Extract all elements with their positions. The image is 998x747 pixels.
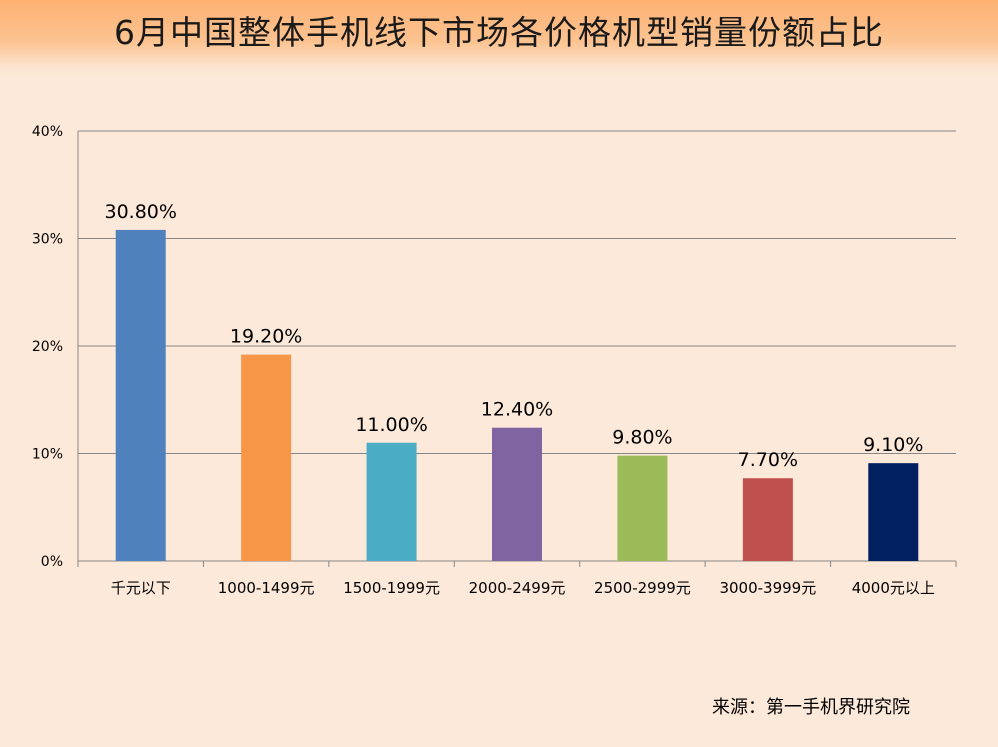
y-tick-label: 30% (32, 232, 63, 248)
category-label: 3000-3999元 (719, 579, 816, 597)
category-label: 1500-1999元 (343, 579, 440, 597)
bar (241, 354, 292, 561)
category-label: 2000-2499元 (469, 579, 566, 597)
bar (742, 478, 793, 561)
title-band (0, 0, 998, 76)
chart-title: 6月中国整体手机线下市场各价格机型销量份额占比 (114, 13, 884, 52)
category-label: 1000-1499元 (218, 579, 315, 597)
source-note: 来源：第一手机界研究院 (712, 697, 910, 718)
y-tick-label: 0% (41, 554, 63, 570)
data-label: 11.00% (355, 414, 427, 436)
data-label: 9.10% (863, 434, 923, 456)
y-tick-label: 40% (32, 124, 63, 140)
category-label: 千元以下 (111, 579, 171, 597)
data-label: 12.40% (481, 399, 553, 421)
y-tick-label: 20% (32, 339, 63, 355)
bar (366, 442, 417, 561)
category-label: 4000元以上 (852, 579, 935, 597)
bar (868, 463, 919, 561)
bar (492, 427, 542, 561)
data-label: 19.20% (230, 326, 302, 348)
bar (617, 455, 668, 561)
y-tick-label: 10% (32, 447, 63, 463)
data-label: 9.80% (612, 427, 672, 449)
bar (115, 229, 166, 561)
data-label: 7.70% (738, 449, 798, 471)
category-label: 2500-2999元 (594, 579, 691, 597)
data-label: 30.80% (104, 201, 176, 223)
